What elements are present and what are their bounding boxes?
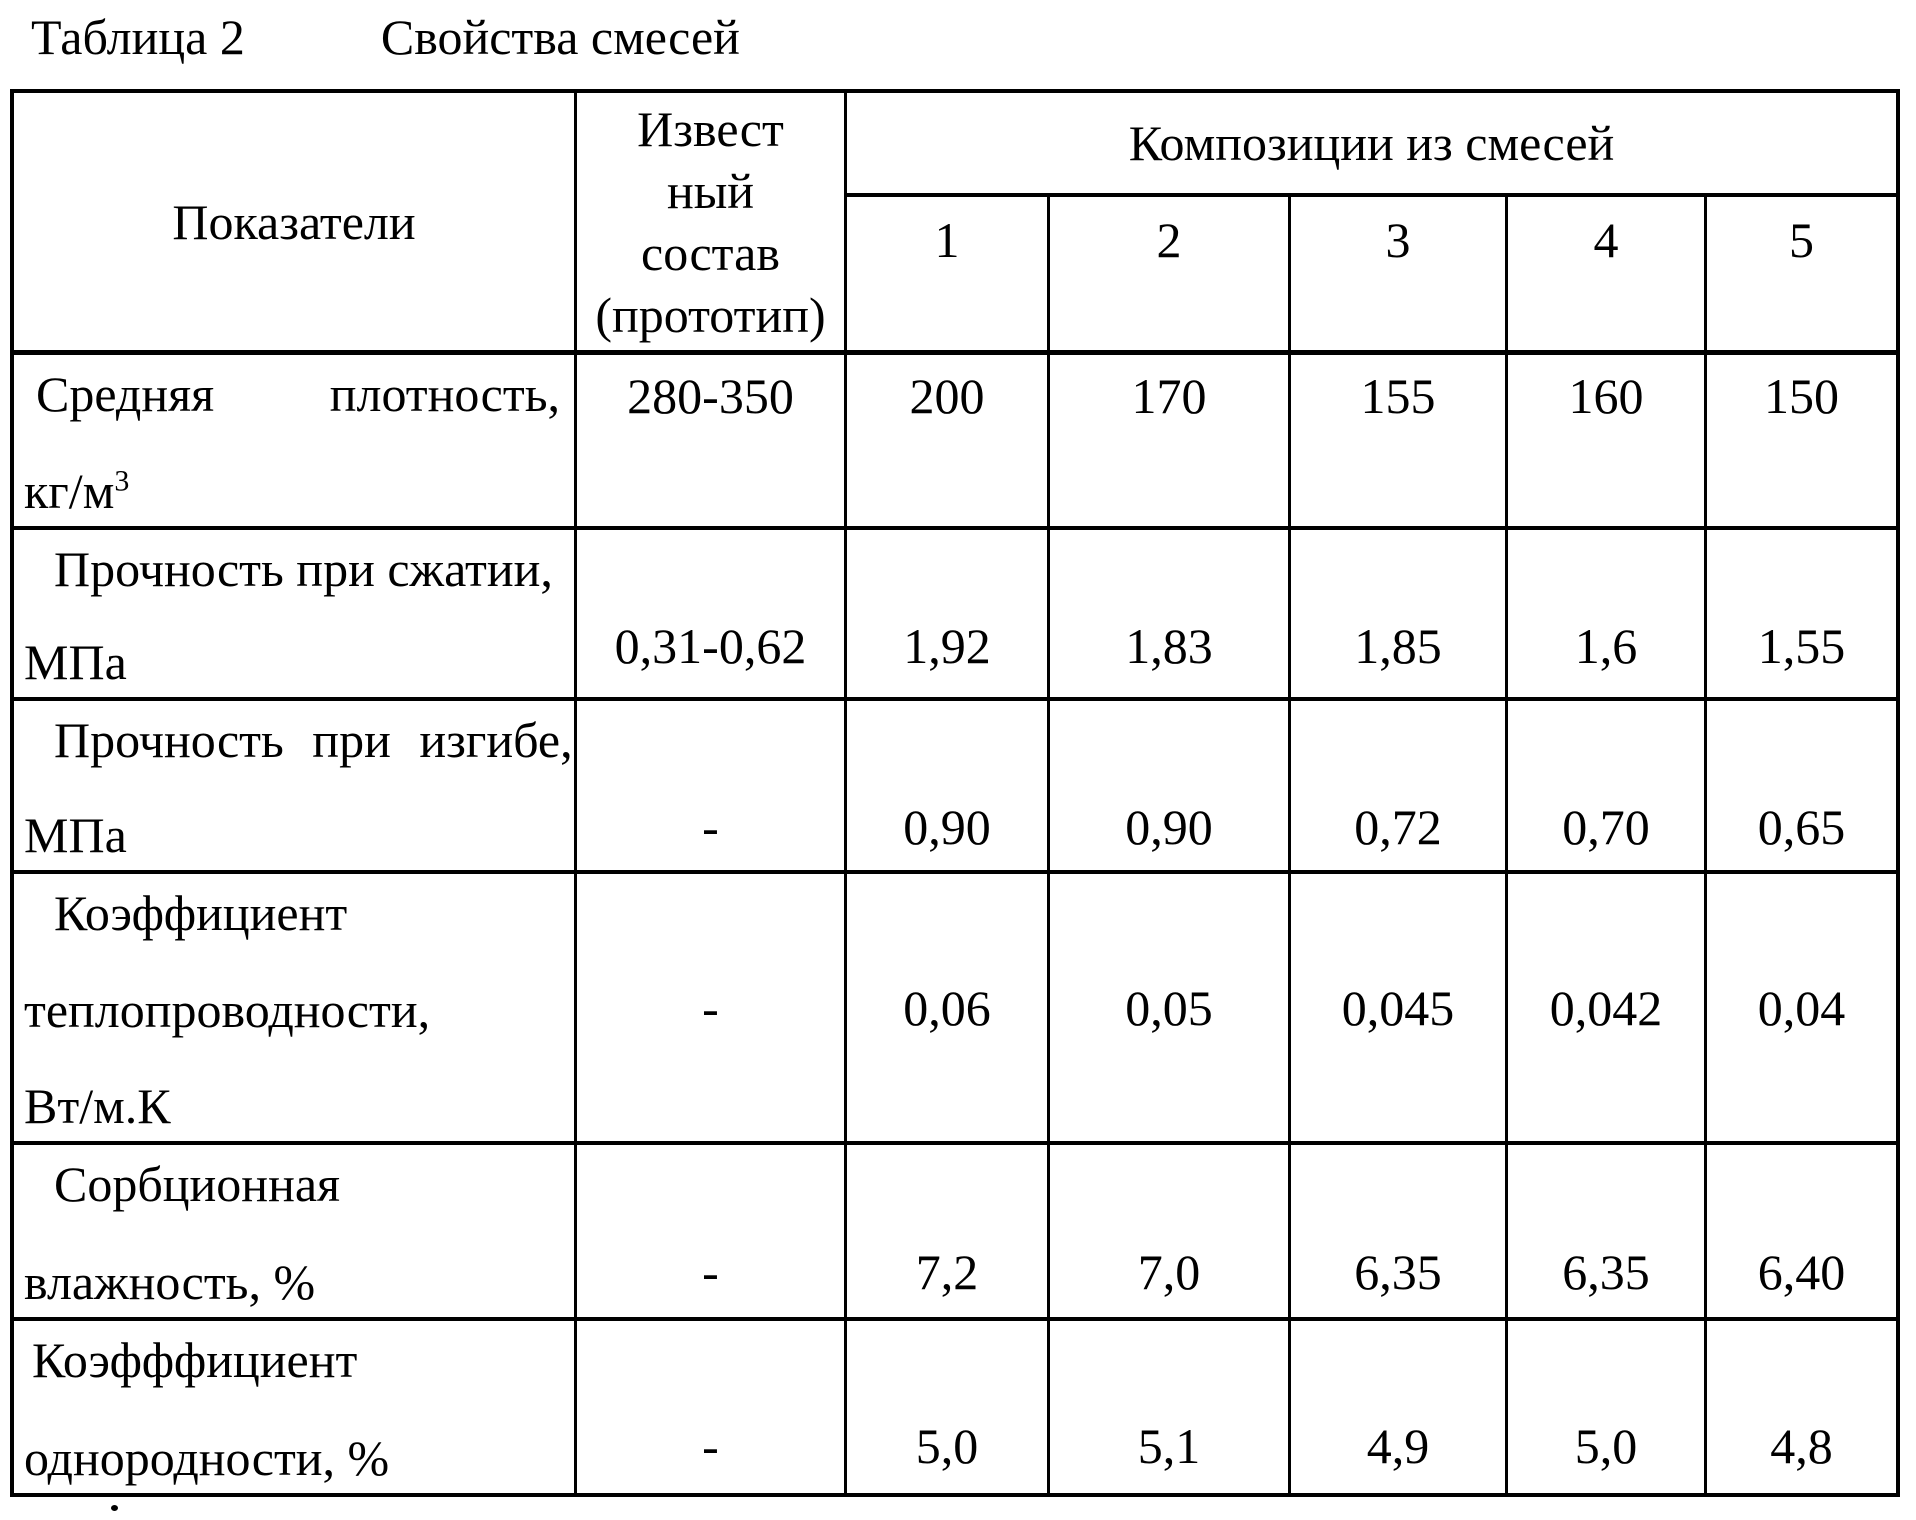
sorption-mix-value: 7,2	[844, 1141, 1047, 1317]
thermal-mix-value: 0,045	[1288, 870, 1505, 1141]
table-caption: Свойства смесей	[380, 9, 740, 65]
compressive-prototype-value: 0,31-0,62	[574, 526, 844, 697]
header-prototype-line: (прототип)	[595, 286, 826, 343]
header-composition-number-cell: 4	[1505, 193, 1704, 350]
thermal-mix-value: 0,06	[844, 870, 1047, 1141]
compressive-mix-value: 1,83	[1047, 526, 1288, 697]
sorption-prototype-value: -	[574, 1141, 844, 1317]
header-compositions-group-cell: Композиции из смесей	[844, 93, 1896, 193]
header-prototype-line: Извест	[637, 100, 784, 157]
thermal-mix-value: 0,04	[1704, 870, 1896, 1141]
row-label-bending-strength: Прочность при изгибе, МПа	[14, 697, 574, 870]
uniformity-mix-value: 5,1	[1047, 1317, 1288, 1493]
density-mix-value: 155	[1288, 350, 1505, 526]
header-prototype-cell: Извест ный состав (прототип)	[574, 93, 844, 350]
header-prototype-line: ный	[666, 162, 755, 219]
uniformity-mix-value: 5,0	[844, 1317, 1047, 1493]
row-label-thermal-conductivity: Коэффициент теплопроводности, Вт/м.К	[14, 870, 574, 1141]
header-composition-number-cell: 2	[1047, 193, 1288, 350]
density-prototype-value: 280-350	[574, 350, 844, 526]
density-mix-value: 160	[1505, 350, 1704, 526]
compressive-mix-value: 1,92	[844, 526, 1047, 697]
properties-table: Показатели Извест ный состав (прототип) …	[10, 89, 1900, 1497]
bending-prototype-value: -	[574, 697, 844, 870]
compressive-mix-value: 1,6	[1505, 526, 1704, 697]
row-label-density: Средняя плотность, кг/м3	[14, 350, 574, 526]
scan-noise-dot	[111, 1505, 118, 1511]
header-composition-number-cell: 1	[844, 193, 1047, 350]
header-indicators-cell: Показатели	[172, 193, 416, 250]
thermal-prototype-value: -	[574, 870, 844, 1141]
density-mix-value: 200	[844, 350, 1047, 526]
compressive-mix-value: 1,85	[1288, 526, 1505, 697]
bending-mix-value: 0,72	[1288, 697, 1505, 870]
density-mix-value: 150	[1704, 350, 1896, 526]
sorption-mix-value: 6,40	[1704, 1141, 1896, 1317]
table-title: Таблица 2 Свойства смесей	[31, 8, 740, 66]
uniformity-mix-value: 4,8	[1704, 1317, 1896, 1493]
row-label-compressive-strength: Прочность при сжатии, МПа	[14, 526, 574, 697]
row-label-line: Средняя плотность,	[36, 366, 560, 422]
uniformity-mix-value: 5,0	[1505, 1317, 1704, 1493]
bending-mix-value: 0,90	[1047, 697, 1288, 870]
header-composition-number-cell: 3	[1288, 193, 1505, 350]
row-label-unit: кг/м3	[24, 463, 130, 519]
bending-mix-value: 0,65	[1704, 697, 1896, 870]
row-label-uniformity: Коэфффициент однородности, %	[14, 1317, 574, 1493]
uniformity-mix-value: 4,9	[1288, 1317, 1505, 1493]
sorption-mix-value: 7,0	[1047, 1141, 1288, 1317]
sorption-mix-value: 6,35	[1288, 1141, 1505, 1317]
header-composition-number-cell: 5	[1704, 193, 1896, 350]
thermal-mix-value: 0,042	[1505, 870, 1704, 1141]
thermal-mix-value: 0,05	[1047, 870, 1288, 1141]
bending-mix-value: 0,90	[844, 697, 1047, 870]
sorption-mix-value: 6,35	[1505, 1141, 1704, 1317]
table-number: Таблица 2	[31, 9, 245, 65]
density-mix-value: 170	[1047, 350, 1288, 526]
uniformity-prototype-value: -	[574, 1317, 844, 1493]
row-label-sorption-humidity: Сорбционная влажность, %	[14, 1141, 574, 1317]
header-prototype-line: состав	[641, 224, 780, 281]
bending-mix-value: 0,70	[1505, 697, 1704, 870]
compressive-mix-value: 1,55	[1704, 526, 1896, 697]
